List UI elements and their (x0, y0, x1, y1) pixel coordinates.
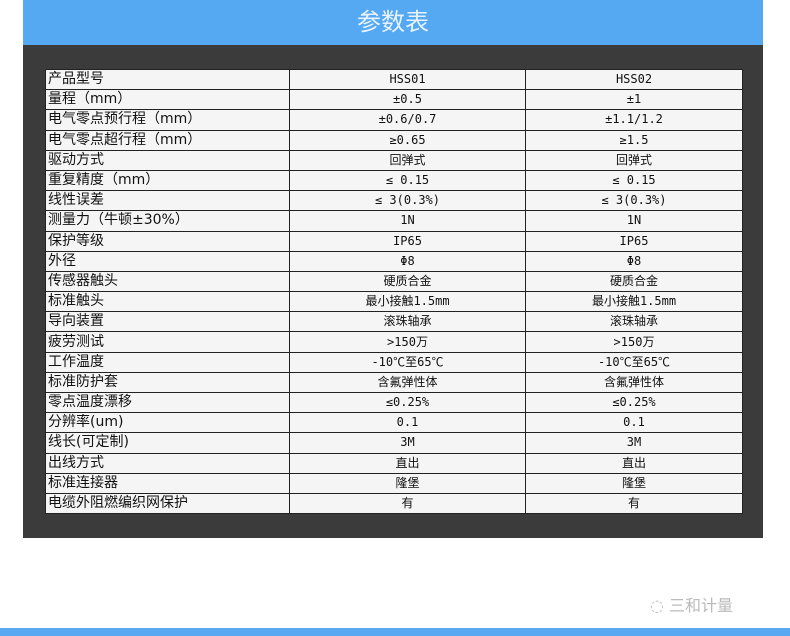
param-label: 电气零点超行程（mm） (45, 129, 290, 151)
table-row: 工作温度 -10℃至65℃ -10℃至65℃ (45, 351, 743, 373)
param-value: ≤ 0.15 (289, 169, 526, 192)
param-value: ±0.5 (289, 89, 526, 111)
param-label: 零点温度漂移 (45, 391, 290, 414)
param-value: >150万 (525, 331, 743, 353)
table-row: 量程（mm） ±0.5 ±1 (45, 89, 743, 111)
param-value: 直出 (289, 452, 526, 474)
table-row: 传感器触头 硬质合金 硬质合金 (45, 270, 743, 293)
param-label: 电缆外阻燃编织网保护 (45, 492, 290, 515)
param-value: Φ8 (525, 250, 743, 272)
param-value: >150万 (289, 331, 526, 353)
table-row: 驱动方式 回弹式 回弹式 (45, 149, 743, 171)
param-value: 含氟弹性体 (289, 371, 526, 394)
param-value: ≤ 3(0.3%) (289, 190, 526, 212)
table-row: 保护等级 IP65 IP65 (45, 230, 743, 252)
param-value: 滚珠轴承 (289, 311, 526, 333)
param-label: 量程（mm） (45, 89, 290, 111)
param-value: 硬质合金 (289, 270, 526, 293)
param-label: 传感器触头 (45, 270, 290, 293)
table-row: 分辨率(um) 0.1 0.1 (45, 412, 743, 434)
param-value: ≤ 0.15 (525, 169, 743, 192)
bottom-bar (0, 628, 790, 636)
param-label: 标准防护套 (45, 371, 290, 394)
param-label: 标准触头 (45, 291, 290, 313)
param-value: IP65 (525, 230, 743, 252)
wechat-icon: ◌ (650, 596, 670, 615)
param-value: ≤0.25% (525, 391, 743, 414)
param-value: ±1 (525, 89, 743, 111)
table-row: 疲劳测试 >150万 >150万 (45, 331, 743, 353)
param-value: ±1.1/1.2 (525, 109, 743, 131)
table-row: 标准触头 最小接触1.5mm 最小接触1.5mm (45, 291, 743, 313)
param-value: HSS02 (525, 68, 743, 91)
parameter-table: 产品型号 HSS01 HSS02 量程（mm） ±0.5 ±1 电气零点预行程（mm） ±0.… (45, 68, 743, 515)
param-value: 有 (289, 492, 526, 515)
param-value: 最小接触1.5mm (525, 291, 743, 313)
watermark-text: 三和计量 (669, 596, 734, 615)
param-value: 最小接触1.5mm (289, 291, 526, 313)
param-label: 测量力（牛顿±30%） (45, 210, 290, 232)
table-row: 零点温度漂移 ≤0.25% ≤0.25% (45, 391, 743, 414)
param-value: 1N (525, 210, 743, 232)
table-row: 标准防护套 含氟弹性体 含氟弹性体 (45, 371, 743, 394)
param-value: 隆堡 (525, 472, 743, 494)
table-row: 外径 Φ8 Φ8 (45, 250, 743, 272)
table-row: 标准连接器 隆堡 隆堡 (45, 472, 743, 494)
param-label: 重复精度（mm） (45, 169, 290, 192)
param-label: 导向装置 (45, 311, 290, 333)
param-value: 1N (289, 210, 526, 232)
param-value: 硬质合金 (525, 270, 743, 293)
table-row: 电气零点预行程（mm） ±0.6/0.7 ±1.1/1.2 (45, 109, 743, 131)
table-row: 测量力（牛顿±30%） 1N 1N (45, 210, 743, 232)
param-value: ≥0.65 (289, 129, 526, 151)
param-label: 工作温度 (45, 351, 290, 373)
table-row: 重复精度（mm） ≤ 0.15 ≤ 0.15 (45, 169, 743, 192)
param-value: -10℃至65℃ (289, 351, 526, 373)
page-title: 参数表 (23, 0, 763, 45)
param-value: 隆堡 (289, 472, 526, 494)
param-value: 滚珠轴承 (525, 311, 743, 333)
table-row: 电气零点超行程（mm） ≥0.65 ≥1.5 (45, 129, 743, 151)
param-value: 3M (525, 432, 743, 454)
param-value: 直出 (525, 452, 743, 474)
param-value: 回弹式 (525, 149, 743, 171)
param-label: 线长(可定制) (45, 432, 290, 454)
param-value: ≤ 3(0.3%) (525, 190, 743, 212)
param-label: 电气零点预行程（mm） (45, 109, 290, 131)
table-row: 导向装置 滚珠轴承 滚珠轴承 (45, 311, 743, 333)
param-label: 标准连接器 (45, 472, 290, 494)
param-value: ≤0.25% (289, 391, 526, 414)
param-label: 出线方式 (45, 452, 290, 474)
table-row: 线长(可定制) 3M 3M (45, 432, 743, 454)
param-value: ≥1.5 (525, 129, 743, 151)
table-row: 出线方式 直出 直出 (45, 452, 743, 474)
param-label: 分辨率(um) (45, 412, 290, 434)
param-value: Φ8 (289, 250, 526, 272)
param-label: 保护等级 (45, 230, 290, 252)
table-row: 线性误差 ≤ 3(0.3%) ≤ 3(0.3%) (45, 190, 743, 212)
watermark: ◌ 三和计量 (650, 592, 733, 616)
param-label: 线性误差 (45, 190, 290, 212)
param-value: IP65 (289, 230, 526, 252)
param-value: HSS01 (289, 68, 526, 91)
param-label: 产品型号 (45, 68, 290, 91)
param-label: 疲劳测试 (45, 331, 290, 353)
table-row: 产品型号 HSS01 HSS02 (45, 68, 743, 91)
param-label: 外径 (45, 250, 290, 272)
table-row: 电缆外阻燃编织网保护有有 (45, 492, 743, 515)
param-value: 有 (525, 492, 743, 515)
param-label: 驱动方式 (45, 149, 290, 171)
param-value: 0.1 (289, 412, 526, 434)
param-value: -10℃至65℃ (525, 351, 743, 373)
param-value: 0.1 (525, 412, 743, 434)
param-value: 3M (289, 432, 526, 454)
param-value: 回弹式 (289, 149, 526, 171)
param-value: ±0.6/0.7 (289, 109, 526, 131)
param-value: 含氟弹性体 (525, 371, 743, 394)
